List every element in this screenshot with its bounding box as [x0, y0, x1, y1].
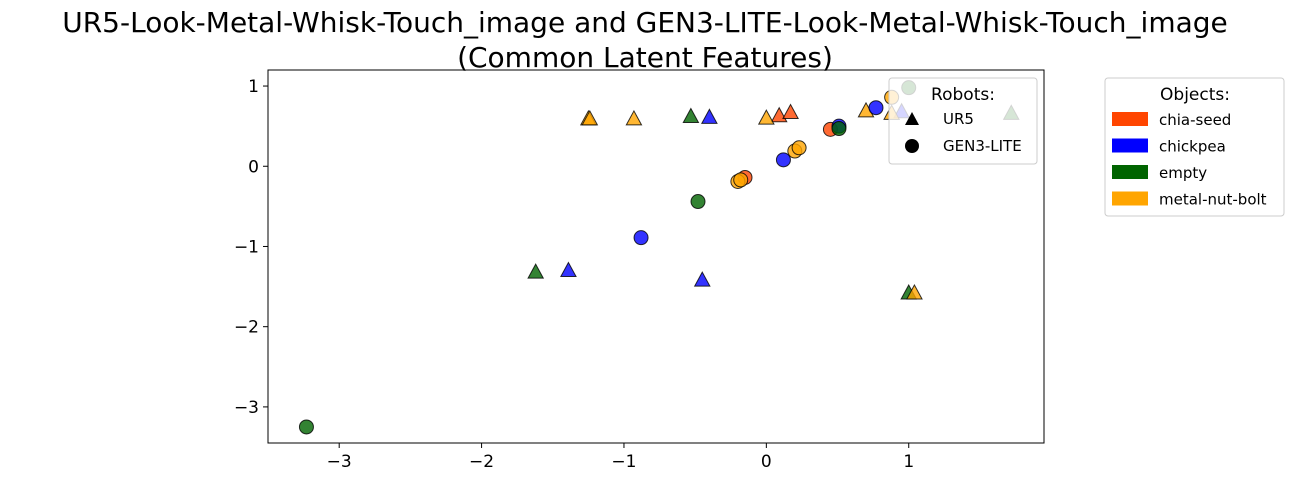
point-triangle-chia-seed [782, 103, 799, 120]
point-triangle-metal-nut-bolt [757, 109, 775, 125]
point-triangle-chickpea [559, 261, 577, 278]
point-circle-empty [690, 194, 706, 210]
x-tick-label: −2 [469, 452, 494, 472]
y-tick-label: 1 [248, 77, 259, 97]
objects-legend: Objects: chia-seed chickpea empty metal-nut… [1104, 77, 1285, 217]
circle-marker-icon [905, 139, 919, 153]
point-triangle-chickpea [700, 108, 718, 124]
y-tick-label: −1 [234, 237, 259, 257]
y-tick-label: 0 [248, 157, 259, 177]
point-circle-metal-nut-bolt [791, 140, 807, 156]
objects-legend-box [1104, 77, 1285, 217]
chart-title-line2: (Common Latent Features) [457, 41, 833, 74]
legend-swatch-metal-nut-bolt [1112, 191, 1148, 206]
chart-title-line1: UR5-Look-Metal-Whisk-Touch_image and GEN… [62, 6, 1228, 39]
x-tick-label: −1 [611, 452, 636, 472]
triangle-marker-icon [905, 112, 919, 125]
objects-legend-label: chickpea [1159, 138, 1226, 156]
point-circle-chickpea [868, 100, 884, 116]
point-circle-chickpea [633, 230, 649, 246]
robots-legend: Robots: UR5 GEN3-LITE [888, 77, 1038, 165]
legend-swatch-empty [1112, 165, 1148, 179]
robots-legend-title: Robots: [931, 85, 995, 105]
plot-area-frame [267, 69, 1045, 444]
objects-legend-label: chia-seed [1159, 111, 1231, 129]
point-circle-empty [831, 121, 847, 137]
axis-ticks: −3 −2 −1 0 1 1 0 −1 −2 −3 [234, 77, 914, 472]
point-triangle-metal-nut-bolt [625, 109, 643, 126]
point-triangle-metal-nut-bolt [581, 109, 599, 126]
legend-swatch-chickpea [1112, 138, 1148, 153]
point-triangle-empty [682, 107, 700, 124]
point-triangle-empty [527, 263, 545, 279]
y-tick-label: −2 [234, 318, 259, 338]
legend-swatch-chia-seed [1112, 112, 1148, 126]
point-circle-metal-nut-bolt [733, 172, 749, 188]
point-circle-empty [298, 419, 314, 435]
robots-legend-label: GEN3-LITE [943, 137, 1022, 155]
point-triangle-metal-nut-bolt [905, 283, 923, 300]
data-points [298, 80, 1020, 435]
point-circle-chickpea [775, 152, 791, 168]
objects-legend-label: empty [1159, 164, 1207, 182]
objects-legend-entries: chia-seed chickpea empty metal-nut-bolt [1112, 111, 1267, 209]
x-tick-label: −3 [327, 452, 352, 472]
objects-legend-label: metal-nut-bolt [1159, 191, 1267, 209]
robots-legend-label: UR5 [943, 110, 974, 128]
objects-legend-title: Objects: [1160, 85, 1230, 105]
y-tick-label: −3 [234, 398, 259, 418]
point-triangle-chickpea [693, 271, 711, 287]
x-tick-label: 0 [761, 452, 772, 472]
x-tick-label: 1 [903, 452, 914, 472]
robots-legend-box [888, 77, 1038, 165]
